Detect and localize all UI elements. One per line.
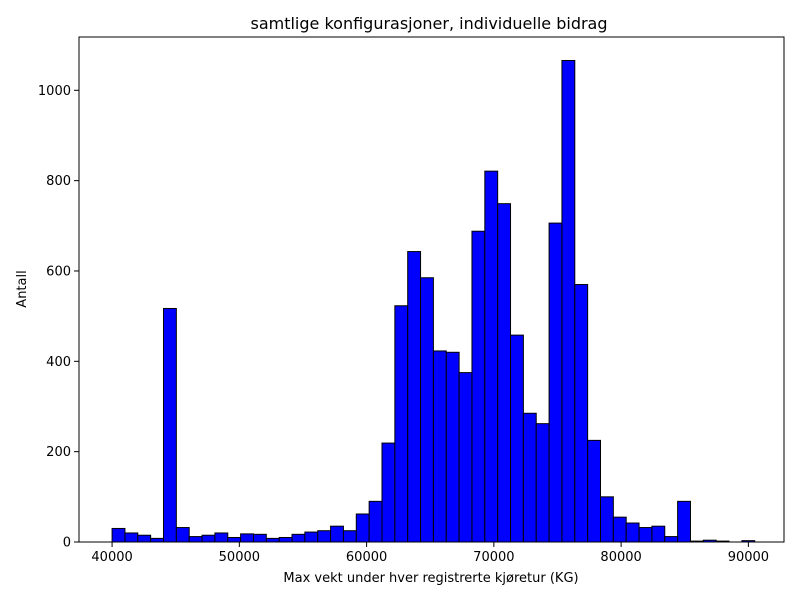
histogram-bar bbox=[317, 530, 332, 543]
histogram-bar bbox=[381, 442, 396, 543]
histogram-bar bbox=[561, 59, 576, 543]
histogram-bar bbox=[471, 230, 486, 543]
histogram-bar bbox=[587, 439, 601, 543]
x-tick-label: 50000 bbox=[219, 550, 260, 565]
histogram-bar bbox=[240, 533, 254, 543]
histogram-bar bbox=[664, 536, 679, 543]
x-axis-label: Max vekt under hver registrerte kjøretur… bbox=[283, 571, 578, 586]
histogram-bar bbox=[278, 536, 293, 543]
x-tick-label: 70000 bbox=[473, 550, 514, 565]
histogram-bar bbox=[445, 351, 460, 543]
histogram-bar bbox=[651, 525, 666, 543]
y-axis-ticks: 0 200 400 600 800 1000 bbox=[38, 84, 79, 551]
histogram-bar bbox=[291, 533, 306, 543]
chart-title: samtlige konfigurasjoner, individuelle b… bbox=[250, 14, 607, 33]
histogram-bar bbox=[510, 334, 524, 543]
histogram-bar bbox=[162, 307, 177, 543]
histogram-bar bbox=[574, 284, 589, 543]
histogram-bar bbox=[111, 527, 126, 543]
histogram-bar bbox=[535, 423, 550, 543]
histogram-bar bbox=[420, 277, 434, 543]
histogram-bar bbox=[599, 496, 614, 543]
y-tick-label: 800 bbox=[46, 174, 71, 189]
y-axis-label: Antall bbox=[15, 270, 30, 307]
histogram-bar bbox=[214, 532, 229, 543]
histogram-bar bbox=[458, 372, 473, 543]
histogram-bar bbox=[265, 537, 280, 543]
histogram-bar bbox=[368, 500, 383, 543]
histogram-bar bbox=[227, 536, 242, 543]
bars-group bbox=[111, 59, 756, 543]
histogram-bar bbox=[355, 513, 370, 543]
y-tick-label: 1000 bbox=[38, 84, 71, 99]
x-tick-label: 40000 bbox=[91, 550, 132, 565]
histogram-bar bbox=[522, 412, 537, 543]
x-tick-label: 80000 bbox=[600, 550, 641, 565]
histogram-bar bbox=[124, 532, 139, 543]
y-tick-label: 400 bbox=[46, 355, 71, 370]
y-tick-label: 200 bbox=[46, 445, 71, 460]
histogram-bar bbox=[612, 516, 627, 543]
x-tick-label: 90000 bbox=[728, 550, 769, 565]
histogram-bar bbox=[625, 522, 640, 543]
histogram-bar bbox=[150, 537, 164, 543]
histogram-bar bbox=[304, 531, 319, 543]
histogram-bar bbox=[432, 350, 447, 543]
y-tick-label: 0 bbox=[63, 536, 71, 551]
histogram-bar bbox=[407, 251, 422, 543]
histogram-bar bbox=[677, 500, 691, 543]
x-tick-label: 60000 bbox=[346, 550, 387, 565]
histogram-bar bbox=[188, 536, 203, 543]
histogram-bar bbox=[330, 525, 344, 543]
histogram-bar bbox=[252, 533, 267, 543]
histogram-bar bbox=[175, 527, 190, 543]
histogram-bar bbox=[638, 527, 653, 543]
histogram-bar bbox=[484, 170, 499, 543]
histogram-bar bbox=[201, 534, 216, 543]
histogram-bar bbox=[497, 203, 512, 543]
histogram-bar bbox=[137, 534, 152, 543]
histogram-bar bbox=[394, 305, 409, 543]
x-axis-ticks: 40000 50000 60000 70000 80000 90000 bbox=[91, 542, 769, 565]
plot-area-frame bbox=[78, 36, 785, 543]
histogram-bar bbox=[342, 530, 357, 543]
y-tick-label: 600 bbox=[46, 264, 71, 279]
histogram-bar bbox=[548, 222, 563, 543]
